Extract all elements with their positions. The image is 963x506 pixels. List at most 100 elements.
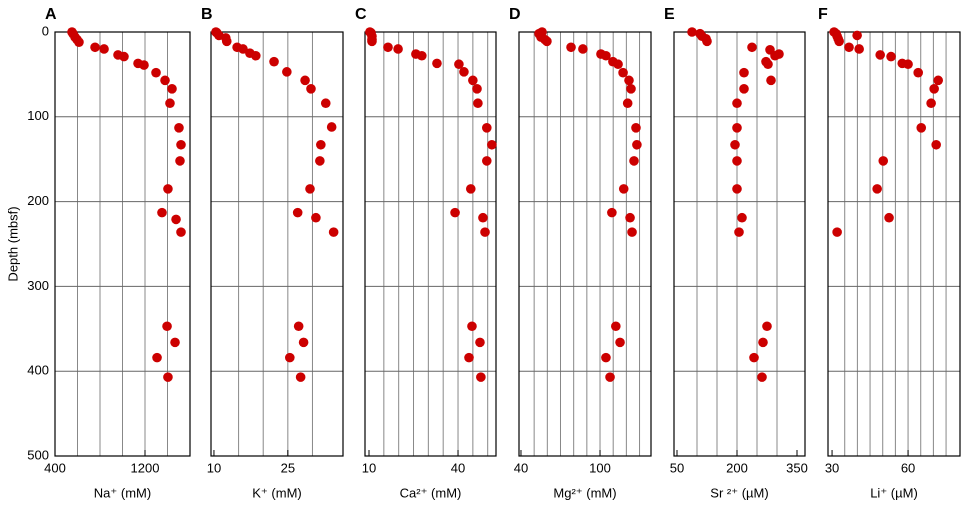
x-axis-label: Mg²⁺ (mM) [553,485,616,500]
data-point [467,321,477,332]
y-tick-label: 100 [27,108,49,123]
data-point [298,337,309,348]
data-point [326,122,337,132]
data-point [476,372,486,382]
data-point [163,372,173,382]
data-point [933,75,944,86]
data-point [432,58,442,69]
x-tick-label: 10 [362,460,376,475]
data-point [926,98,936,109]
data-point [761,56,771,67]
data-point [175,156,185,166]
x-tick-label: 50 [670,460,684,475]
data-point [852,30,862,41]
data-point [99,44,109,54]
data-point [618,67,628,78]
x-tick-label: 40 [451,460,465,475]
x-axis-label: Li⁺ (µM) [870,485,918,500]
data-point [625,212,635,223]
y-axis-label: Depth (mbsf) [5,206,20,281]
data-point [626,84,636,94]
data-point [875,50,885,60]
data-point [119,51,129,62]
data-point [480,227,490,237]
y-tick-label: 0 [42,23,49,38]
panel-frame [518,31,652,457]
data-point [393,44,403,54]
data-point [482,156,492,166]
x-tick-label: 25 [281,460,295,475]
data-point [238,44,248,54]
x-tick-label: 100 [589,460,611,475]
y-tick-label: 200 [27,193,49,208]
data-point [730,139,740,150]
panel-letter: F [818,6,828,23]
data-point [854,44,864,54]
data-point [916,123,927,133]
data-point [622,98,633,109]
data-point [601,352,611,363]
data-point [162,321,172,332]
panel-frame [54,31,191,457]
data-point [687,27,697,37]
x-tick-label: 400 [44,460,66,475]
data-point [90,42,100,53]
data-point [139,60,149,70]
data-point [300,75,310,86]
panel-frame [210,31,344,457]
data-point [285,352,295,363]
data-point [613,59,623,70]
data-point [468,75,478,86]
data-point [472,84,482,94]
data-point [305,184,315,194]
data-point [629,156,639,166]
data-point [311,212,321,223]
data-point [295,372,306,382]
data-point [473,98,483,109]
data-point [165,98,175,109]
data-point [367,36,377,47]
x-tick-label: 200 [726,460,748,475]
data-point [884,212,894,223]
data-point [74,37,84,47]
data-point [465,184,476,194]
data-point [417,50,427,61]
data-point [832,227,842,237]
data-point [475,337,485,348]
data-point [732,98,742,109]
y-tick-label: 300 [27,278,49,293]
panel-frame [364,31,497,457]
data-point [174,123,184,133]
data-point [618,184,629,194]
data-point [732,123,742,133]
x-tick-label: 10 [207,460,221,475]
data-point [306,84,316,94]
data-point [605,372,615,382]
panel-letter: E [664,6,675,23]
data-point [615,337,625,348]
data-point [931,139,941,150]
x-tick-label: 60 [901,460,915,475]
data-point [315,156,325,166]
data-point [737,212,747,223]
data-point [758,337,768,348]
data-point [151,67,161,78]
data-point [624,75,634,86]
x-axis-label: Na⁺ (mM) [94,485,151,500]
data-point [762,321,772,332]
data-point [450,207,460,218]
panel-frame [827,31,961,457]
data-point [844,42,854,53]
data-point [464,352,474,363]
data-point [747,42,757,53]
x-axis-label: Ca²⁺ (mM) [400,485,462,500]
data-point [316,139,326,150]
data-point [459,67,469,77]
data-point [872,184,882,194]
data-point [282,67,292,77]
data-point [601,50,611,61]
data-point [478,212,488,223]
data-point [566,42,576,53]
x-axis-label: K⁺ (mM) [252,485,301,500]
data-point [732,184,742,194]
